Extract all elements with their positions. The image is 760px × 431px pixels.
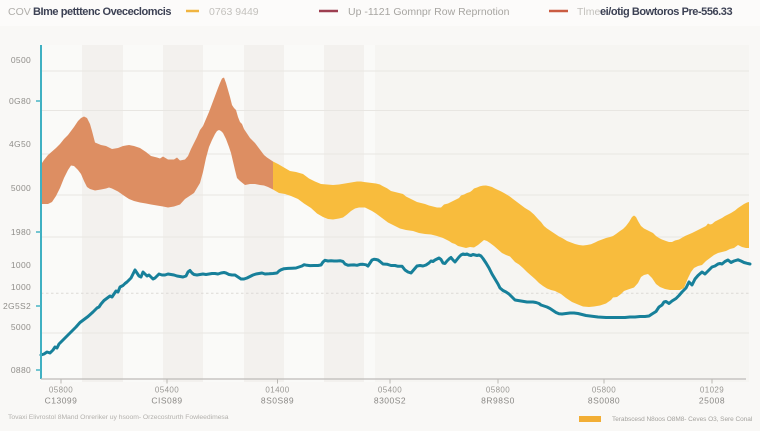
svg-text:4G50: 4G50	[9, 139, 31, 149]
svg-text:COV: COV	[8, 6, 31, 18]
svg-text:1980: 1980	[11, 227, 31, 237]
svg-text:8S0S89: 8S0S89	[261, 396, 294, 406]
svg-text:8300S2: 8300S2	[374, 396, 406, 406]
svg-text:8S0080: 8S0080	[588, 396, 620, 406]
svg-text:0500: 0500	[11, 55, 31, 65]
svg-text:01029: 01029	[700, 386, 724, 395]
svg-text:05800: 05800	[486, 386, 510, 395]
svg-text:0763 9449: 0763 9449	[209, 6, 259, 18]
svg-text:Terabscesd N8oos O8M8- Ceves O: Terabscesd N8oos O8M8- Ceves O3, Sere Co…	[612, 416, 753, 423]
svg-text:05400: 05400	[378, 386, 402, 395]
svg-text:05800: 05800	[592, 386, 616, 395]
svg-text:Up -1121 Gomnpr Row Reprnotion: Up -1121 Gomnpr Row Reprnotion	[348, 6, 510, 18]
svg-text:Tlme: Tlme	[577, 6, 600, 18]
svg-text:BIme petttenc Ovececlomcis: BIme petttenc Ovececlomcis	[33, 6, 171, 18]
svg-text:8R98S0: 8R98S0	[481, 396, 515, 406]
svg-text:5000: 5000	[11, 183, 31, 193]
svg-text:1000: 1000	[11, 282, 31, 292]
svg-text:5000: 5000	[11, 322, 31, 332]
svg-text:C13099: C13099	[45, 396, 78, 406]
svg-text:05400: 05400	[155, 386, 179, 395]
svg-text:05800: 05800	[49, 386, 73, 395]
svg-text:CIS089: CIS089	[151, 396, 182, 406]
svg-text:01400: 01400	[265, 386, 289, 395]
svg-text:1000: 1000	[11, 260, 31, 270]
svg-text:25008: 25008	[699, 396, 725, 406]
svg-text:2G5S2: 2G5S2	[3, 301, 31, 311]
svg-text:0880: 0880	[11, 365, 31, 375]
svg-text:ei/otig Bowtoros Pre-556.33: ei/otig Bowtoros Pre-556.33	[600, 6, 732, 18]
svg-text:0G80: 0G80	[9, 96, 31, 106]
svg-text:Tovaxi Elivrostol 8Mand Onreri: Tovaxi Elivrostol 8Mand Onreriker uy hso…	[8, 414, 229, 421]
